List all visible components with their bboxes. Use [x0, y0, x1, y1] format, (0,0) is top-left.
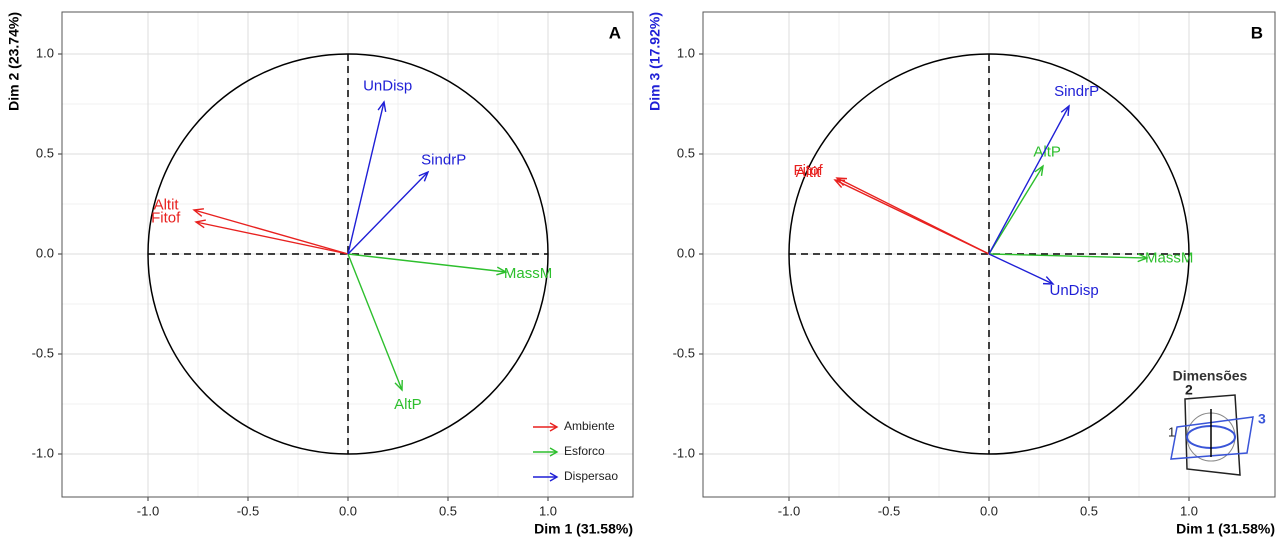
arrow [193, 209, 349, 255]
arrow [347, 101, 385, 255]
panel-label: B [1251, 23, 1263, 42]
y-tick-label: 1.0 [677, 45, 695, 60]
arrow-label: Altit [796, 164, 822, 181]
arrow [988, 105, 1070, 255]
arrow [347, 253, 403, 391]
arrow [195, 221, 349, 255]
legend-swatch-head [549, 447, 559, 457]
x-tick-label: 1.0 [1180, 503, 1198, 518]
dimensions-inset: Dimensões 1 2 3 [1168, 368, 1266, 476]
arrow-label: Altit [154, 197, 180, 214]
arrow-label: AltP [1033, 143, 1061, 160]
x-tick-label: 0.0 [980, 503, 998, 518]
x-tick-label: 0.5 [1080, 503, 1098, 518]
arrow-label: SindrP [1054, 83, 1099, 100]
arrow-label: MassM [1145, 249, 1193, 266]
inset-title: Dimensões [1173, 368, 1248, 384]
x-tick-label: -0.5 [878, 503, 900, 518]
legend-swatch-head [549, 472, 559, 482]
legend-label: Ambiente [564, 419, 615, 433]
x-axis-label: Dim 1 (31.58%) [534, 521, 633, 537]
arrow-label: UnDisp [363, 77, 412, 94]
arrow [347, 171, 429, 255]
arrow [347, 253, 507, 273]
y-tick-label: 0.0 [677, 245, 695, 260]
arrow-head [377, 100, 387, 112]
plot-frame [702, 11, 1276, 498]
arrow-label: UnDisp [1049, 282, 1098, 299]
y-tick-label: 0.5 [36, 145, 54, 160]
x-tick-label: -1.0 [778, 503, 800, 518]
legend-swatch-head [549, 422, 559, 432]
arrow [988, 253, 1148, 259]
arrow-label: Fitof [794, 162, 824, 179]
x-axis-label: Dim 1 (31.58%) [1176, 521, 1275, 537]
legend-label: Esforco [564, 444, 605, 458]
inset-label: 3 [1258, 411, 1266, 427]
inset-label: 2 [1185, 382, 1193, 398]
x-tick-label: -1.0 [137, 503, 159, 518]
x-tick-label: 0.0 [339, 503, 357, 518]
arrow-label: Fitof [151, 210, 181, 227]
x-tick-label: 0.5 [439, 503, 457, 518]
plot-frame [61, 11, 634, 498]
arrow-head [496, 266, 508, 276]
arrow [988, 165, 1044, 255]
arrow-head [394, 379, 403, 392]
arrow-head [1042, 276, 1055, 285]
y-tick-label: -0.5 [673, 345, 695, 360]
y-tick-label: -0.5 [32, 345, 54, 360]
arrow-label: SindrP [421, 152, 466, 169]
arrow [988, 253, 1054, 285]
arrow-head [1137, 253, 1149, 263]
arrow-head [835, 177, 848, 187]
arrow-label: MassM [504, 265, 552, 282]
y-axis-label: Dim 2 (23.74%) [6, 12, 22, 111]
arrow-head [1034, 164, 1044, 176]
x-tick-label: 1.0 [539, 503, 557, 518]
arrow-label: AltP [394, 396, 422, 413]
inset-plane [1184, 394, 1241, 476]
arrow-head [192, 208, 205, 217]
legend-label: Dispersao [564, 469, 618, 483]
x-tick-label: -0.5 [237, 503, 259, 518]
y-tick-label: 0.0 [36, 245, 54, 260]
y-tick-label: 0.5 [677, 145, 695, 160]
y-tick-label: -1.0 [673, 445, 695, 460]
arrow-head [1060, 104, 1070, 117]
y-axis-label: Dim 3 (17.92%) [647, 12, 663, 111]
arrow-head [194, 219, 206, 229]
y-tick-label: 1.0 [36, 45, 54, 60]
panel-label: A [609, 23, 621, 42]
inset-plane-blue [1170, 416, 1254, 460]
arrow [836, 177, 990, 255]
y-tick-label: -1.0 [32, 445, 54, 460]
arrow-head [418, 170, 430, 182]
inset-label: 1 [1168, 424, 1175, 439]
